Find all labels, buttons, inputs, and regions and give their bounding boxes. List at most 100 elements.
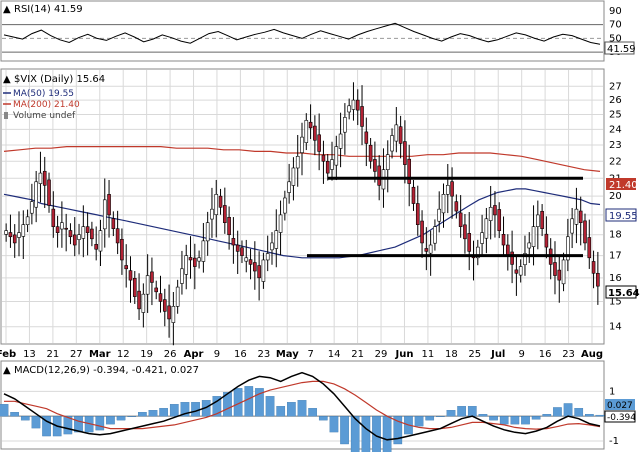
candle-body xyxy=(261,259,266,282)
macd-hist-bar xyxy=(478,414,488,417)
candle-body xyxy=(364,131,369,144)
candle-body xyxy=(351,99,356,110)
candle-body xyxy=(527,242,532,249)
rsi-tick-label: 70 xyxy=(609,20,622,31)
candle-body xyxy=(475,246,480,259)
rsi-tick-label: 50 xyxy=(609,33,622,44)
macd-hist-bar xyxy=(42,416,51,437)
candle-body xyxy=(235,244,240,252)
candle-body xyxy=(488,206,493,221)
candle-body xyxy=(536,214,540,227)
candle-body xyxy=(540,210,544,229)
candle-body xyxy=(51,208,56,227)
candle-body xyxy=(308,121,313,129)
macd-hist-bar xyxy=(180,402,190,417)
candle-body xyxy=(347,105,351,113)
macd-hist-bar xyxy=(542,414,552,417)
price-tick-label: 27 xyxy=(609,81,622,92)
candle-body xyxy=(30,201,34,214)
candle-body xyxy=(544,233,549,248)
volume-legend-swatch xyxy=(4,112,8,119)
ma50-value-box xyxy=(605,208,637,222)
candle-body xyxy=(484,218,489,239)
macd-hist-bar xyxy=(340,416,349,445)
candle-body xyxy=(68,230,73,238)
candle-body xyxy=(574,208,579,225)
candle-body xyxy=(102,199,107,230)
macd-hist-bar xyxy=(63,416,73,435)
candle-body xyxy=(120,238,124,261)
candle-body xyxy=(107,194,111,216)
candle-body xyxy=(145,275,150,295)
candle-body xyxy=(115,228,120,244)
candle-body xyxy=(77,234,81,240)
candle-body xyxy=(321,154,326,162)
candle-body xyxy=(493,205,497,216)
candle-body xyxy=(501,234,506,246)
ma200-value-label: 21.40 xyxy=(609,180,638,191)
candle-body xyxy=(385,154,390,170)
candle-body xyxy=(60,222,64,230)
candle-body xyxy=(587,237,592,259)
macd-hist-bar xyxy=(127,416,137,417)
x-tick-label: 29 xyxy=(375,349,388,360)
candle-body xyxy=(85,226,90,233)
price-tick-label: 15 xyxy=(609,296,622,307)
candle-body xyxy=(531,226,536,247)
candle-body xyxy=(188,257,193,261)
last-price-box xyxy=(605,285,637,299)
macd-hist-bar xyxy=(521,416,530,425)
candle-body xyxy=(81,226,86,239)
macd-hist-bar xyxy=(223,392,232,417)
candle-body xyxy=(4,230,8,235)
rsi-legend: RSI(14) 41.59 xyxy=(14,4,83,15)
price-legend-symbol: $VIX (Daily) 15.64 xyxy=(14,74,105,85)
rsi-current-label: 41.59 xyxy=(607,44,636,55)
candle-body xyxy=(94,244,98,250)
candle-body xyxy=(295,156,300,169)
candle-body xyxy=(274,230,279,249)
candle-body xyxy=(330,159,334,170)
x-tick-label: 21 xyxy=(351,349,364,360)
macd-hist-bar xyxy=(414,416,424,427)
candle-body xyxy=(21,224,26,237)
macd-hist-bar xyxy=(467,406,477,417)
x-tick-label: 27 xyxy=(70,349,83,360)
candle-body xyxy=(510,251,514,265)
candle-body xyxy=(325,160,330,174)
macd-legend: MACD(12,26,9) -0.394, -0.421, 0.027 xyxy=(14,365,199,376)
rsi-grid xyxy=(2,24,603,53)
macd-hist-bar xyxy=(553,407,562,417)
price-tick-label: 20 xyxy=(609,191,622,202)
x-tick-label: 9 xyxy=(214,349,220,360)
candle-body xyxy=(25,216,30,225)
macd-hist-bar xyxy=(20,416,30,421)
candle-body xyxy=(394,124,399,142)
price-tick-label: 24 xyxy=(609,124,622,135)
macd-signal-line xyxy=(4,380,601,430)
candle-body xyxy=(317,134,321,152)
candle-body xyxy=(403,141,407,165)
candle-body xyxy=(420,220,424,244)
candle-body xyxy=(304,120,309,143)
candle-body xyxy=(338,133,343,149)
macd-hist-bar xyxy=(287,402,296,417)
macd-value: -0.394 xyxy=(607,413,636,423)
x-tick-label: 18 xyxy=(445,349,458,360)
price-tick-label: 16 xyxy=(609,273,622,284)
candle-body xyxy=(240,247,244,256)
macd-hist-value-box xyxy=(605,399,635,410)
candle-body xyxy=(248,259,253,265)
macd-hist-bar xyxy=(585,414,594,417)
macd-hist-bar xyxy=(297,400,307,417)
x-tick-label: 23 xyxy=(257,349,270,360)
macd-hist-bar xyxy=(361,416,371,452)
macd-hist-bar xyxy=(265,396,275,417)
candle-body xyxy=(467,233,472,252)
candle-body xyxy=(398,126,403,144)
candle-body xyxy=(38,172,43,184)
macd-hist-bar xyxy=(457,406,466,417)
macd-hist-bar xyxy=(382,416,392,452)
macd-line xyxy=(3,371,601,441)
candle-body xyxy=(480,232,484,244)
